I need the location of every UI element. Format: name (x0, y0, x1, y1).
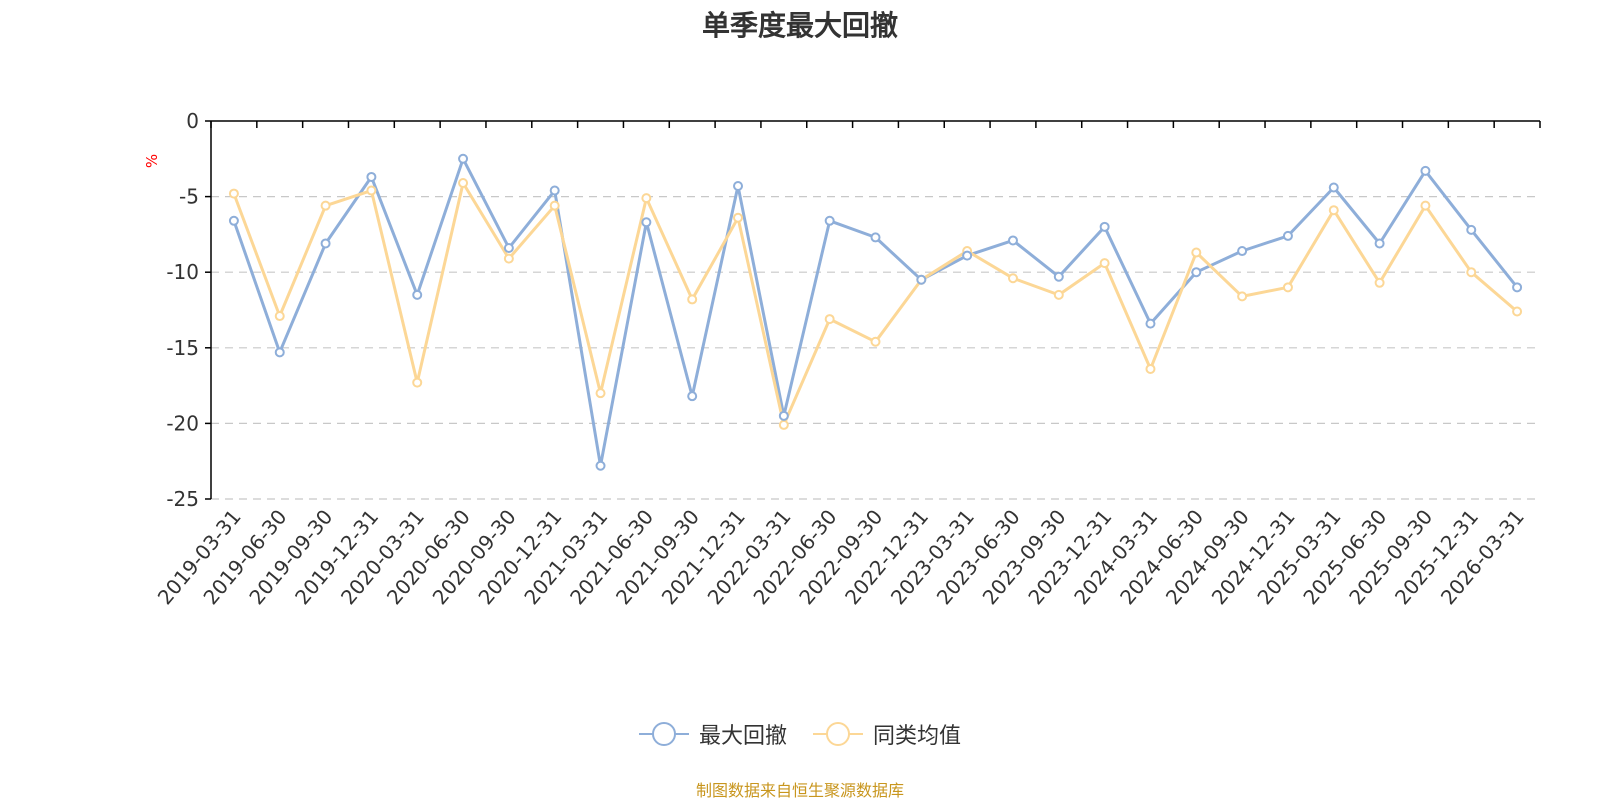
data-point-series-2 (1191, 247, 1202, 258)
data-point-series-1 (1099, 221, 1110, 232)
data-point-series-2 (641, 193, 652, 204)
data-point-series-1 (916, 274, 927, 285)
data-point-series-1 (1420, 165, 1431, 176)
data-point-series-1 (1282, 230, 1293, 241)
legend-symbol-series-1-icon (638, 721, 689, 747)
y-tick-labels: 0 -5 -10 -15 -20 -25 (166, 109, 199, 511)
data-point-series-2 (274, 311, 285, 322)
y-tick-label: -10 (166, 260, 199, 284)
data-point-series-2 (1512, 306, 1523, 317)
data-point-series-1 (412, 289, 423, 300)
data-point-series-2 (595, 388, 606, 399)
data-point-series-2 (1099, 258, 1110, 269)
y-tick-label: 0 (186, 109, 199, 133)
axes (205, 120, 1541, 500)
data-point-series-2 (1145, 363, 1156, 374)
legend-label-series-2: 同类均值 (873, 724, 962, 749)
data-point-series-2 (687, 294, 698, 305)
series-line-2 (232, 181, 1519, 427)
data-point-series-1 (503, 243, 514, 254)
data-point-series-2 (778, 419, 789, 430)
data-point-series-1 (274, 347, 285, 358)
data-point-series-2 (824, 314, 835, 325)
data-point-series-1 (778, 410, 789, 421)
legend-item-series-2[interactable]: 同类均值 (813, 718, 961, 750)
data-point-series-1 (687, 391, 698, 402)
data-point-series-2 (870, 336, 881, 347)
data-point-series-1 (1374, 238, 1385, 249)
data-point-series-2 (458, 177, 469, 188)
data-point-series-2 (549, 200, 560, 211)
data-point-series-2 (1374, 277, 1385, 288)
data-point-series-1 (1191, 267, 1202, 278)
data-point-series-1 (320, 238, 331, 249)
data-point-series-1 (1328, 182, 1339, 193)
legend: 最大回撤 同类均值 (0, 718, 1600, 750)
data-point-series-2 (1328, 205, 1339, 216)
data-point-series-2 (366, 185, 377, 196)
data-point-series-2 (1420, 200, 1431, 211)
data-point-series-1 (1007, 235, 1018, 246)
data-point-series-2 (733, 212, 744, 223)
data-point-series-2 (503, 253, 514, 264)
series-points (228, 153, 1523, 471)
y-tick-label: -25 (166, 487, 199, 511)
y-tick-label: -15 (166, 336, 199, 360)
legend-item-series-1[interactable]: 最大回撤 (638, 718, 787, 750)
chart-title: 单季度最大回撤 (701, 9, 898, 42)
data-point-series-1 (1053, 271, 1064, 282)
data-point-series-1 (549, 185, 560, 196)
y-tick-label: -20 (166, 411, 199, 435)
data-point-series-1 (1145, 318, 1156, 329)
data-point-series-2 (320, 200, 331, 211)
data-point-series-1 (1512, 282, 1523, 293)
source-note: 制图数据来自恒生聚源数据库 (695, 781, 904, 800)
data-point-series-1 (595, 460, 606, 471)
data-point-series-1 (824, 215, 835, 226)
data-point-series-1 (641, 217, 652, 228)
data-point-series-2 (1053, 289, 1064, 300)
data-point-series-2 (1237, 291, 1248, 302)
data-point-series-1 (458, 153, 469, 164)
data-point-series-2 (228, 188, 239, 199)
data-point-series-1 (962, 250, 973, 261)
legend-label-series-1: 最大回撤 (698, 724, 787, 749)
data-point-series-2 (1466, 267, 1477, 278)
data-point-series-2 (1007, 273, 1018, 284)
data-point-series-2 (1282, 282, 1293, 293)
data-point-series-1 (1237, 246, 1248, 257)
data-point-series-1 (1466, 224, 1477, 235)
series-line-1 (232, 157, 1519, 468)
data-point-series-2 (412, 377, 423, 388)
data-point-series-1 (228, 215, 239, 226)
data-point-series-1 (733, 181, 744, 192)
data-point-series-1 (870, 232, 881, 243)
data-point-series-1 (366, 171, 377, 182)
x-tick-labels: 2019-03-312019-06-302019-09-302019-12-31… (153, 505, 1529, 609)
series-lines (232, 157, 1519, 468)
y-tick-label: -5 (179, 185, 199, 209)
grid-lines (211, 196, 1540, 500)
legend-symbol-series-2-icon (813, 721, 863, 747)
